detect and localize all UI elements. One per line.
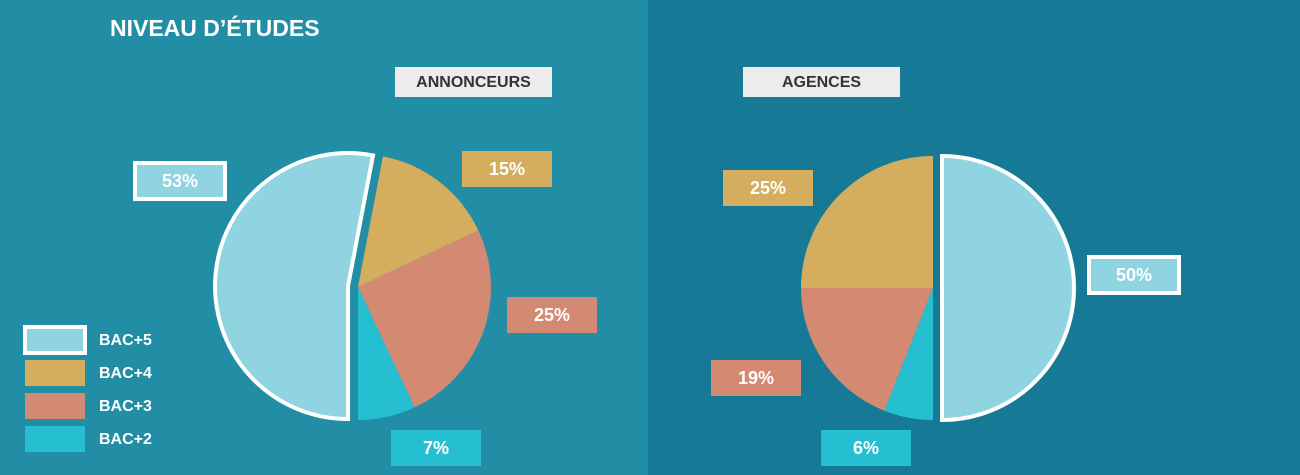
pie-slice <box>358 230 492 408</box>
pie-slice <box>358 287 415 420</box>
legend-label: BAC+5 <box>99 332 152 349</box>
value-label-box <box>462 151 552 187</box>
legend-swatch <box>25 360 85 386</box>
page-title: NIVEAU D’ÉTUDES <box>110 14 320 41</box>
value-label: 25% <box>750 178 786 198</box>
value-label-box <box>723 170 813 206</box>
value-label-box <box>821 430 911 466</box>
chart-title: AGENCES <box>782 74 861 91</box>
value-label: 6% <box>853 438 879 458</box>
value-label: 15% <box>489 159 525 179</box>
pie-slice <box>213 151 376 422</box>
pie-slice <box>801 288 933 411</box>
chart-title: ANNONCEURS <box>416 74 531 91</box>
chart-header-box <box>743 67 900 97</box>
value-label: 50% <box>1116 265 1152 285</box>
value-label: 7% <box>423 438 449 458</box>
legend-label: BAC+4 <box>99 365 152 382</box>
legend-swatch <box>25 393 85 419</box>
legend-label: BAC+2 <box>99 431 152 448</box>
value-label-box <box>1087 255 1181 295</box>
value-label-box <box>711 360 801 396</box>
pie-slice <box>358 156 479 287</box>
value-label: 53% <box>162 171 198 191</box>
value-label-box <box>391 430 481 466</box>
value-label-box <box>507 297 597 333</box>
pie-slice <box>801 156 933 288</box>
value-label-box <box>133 161 227 201</box>
pie-slice <box>884 288 933 420</box>
chart-header-box <box>395 67 552 97</box>
value-label: 19% <box>738 368 774 388</box>
legend-swatch <box>25 426 85 452</box>
pie-slice <box>940 153 1076 423</box>
value-label: 25% <box>534 305 570 325</box>
legend-swatch <box>23 325 87 355</box>
legend-label: BAC+3 <box>99 398 152 415</box>
